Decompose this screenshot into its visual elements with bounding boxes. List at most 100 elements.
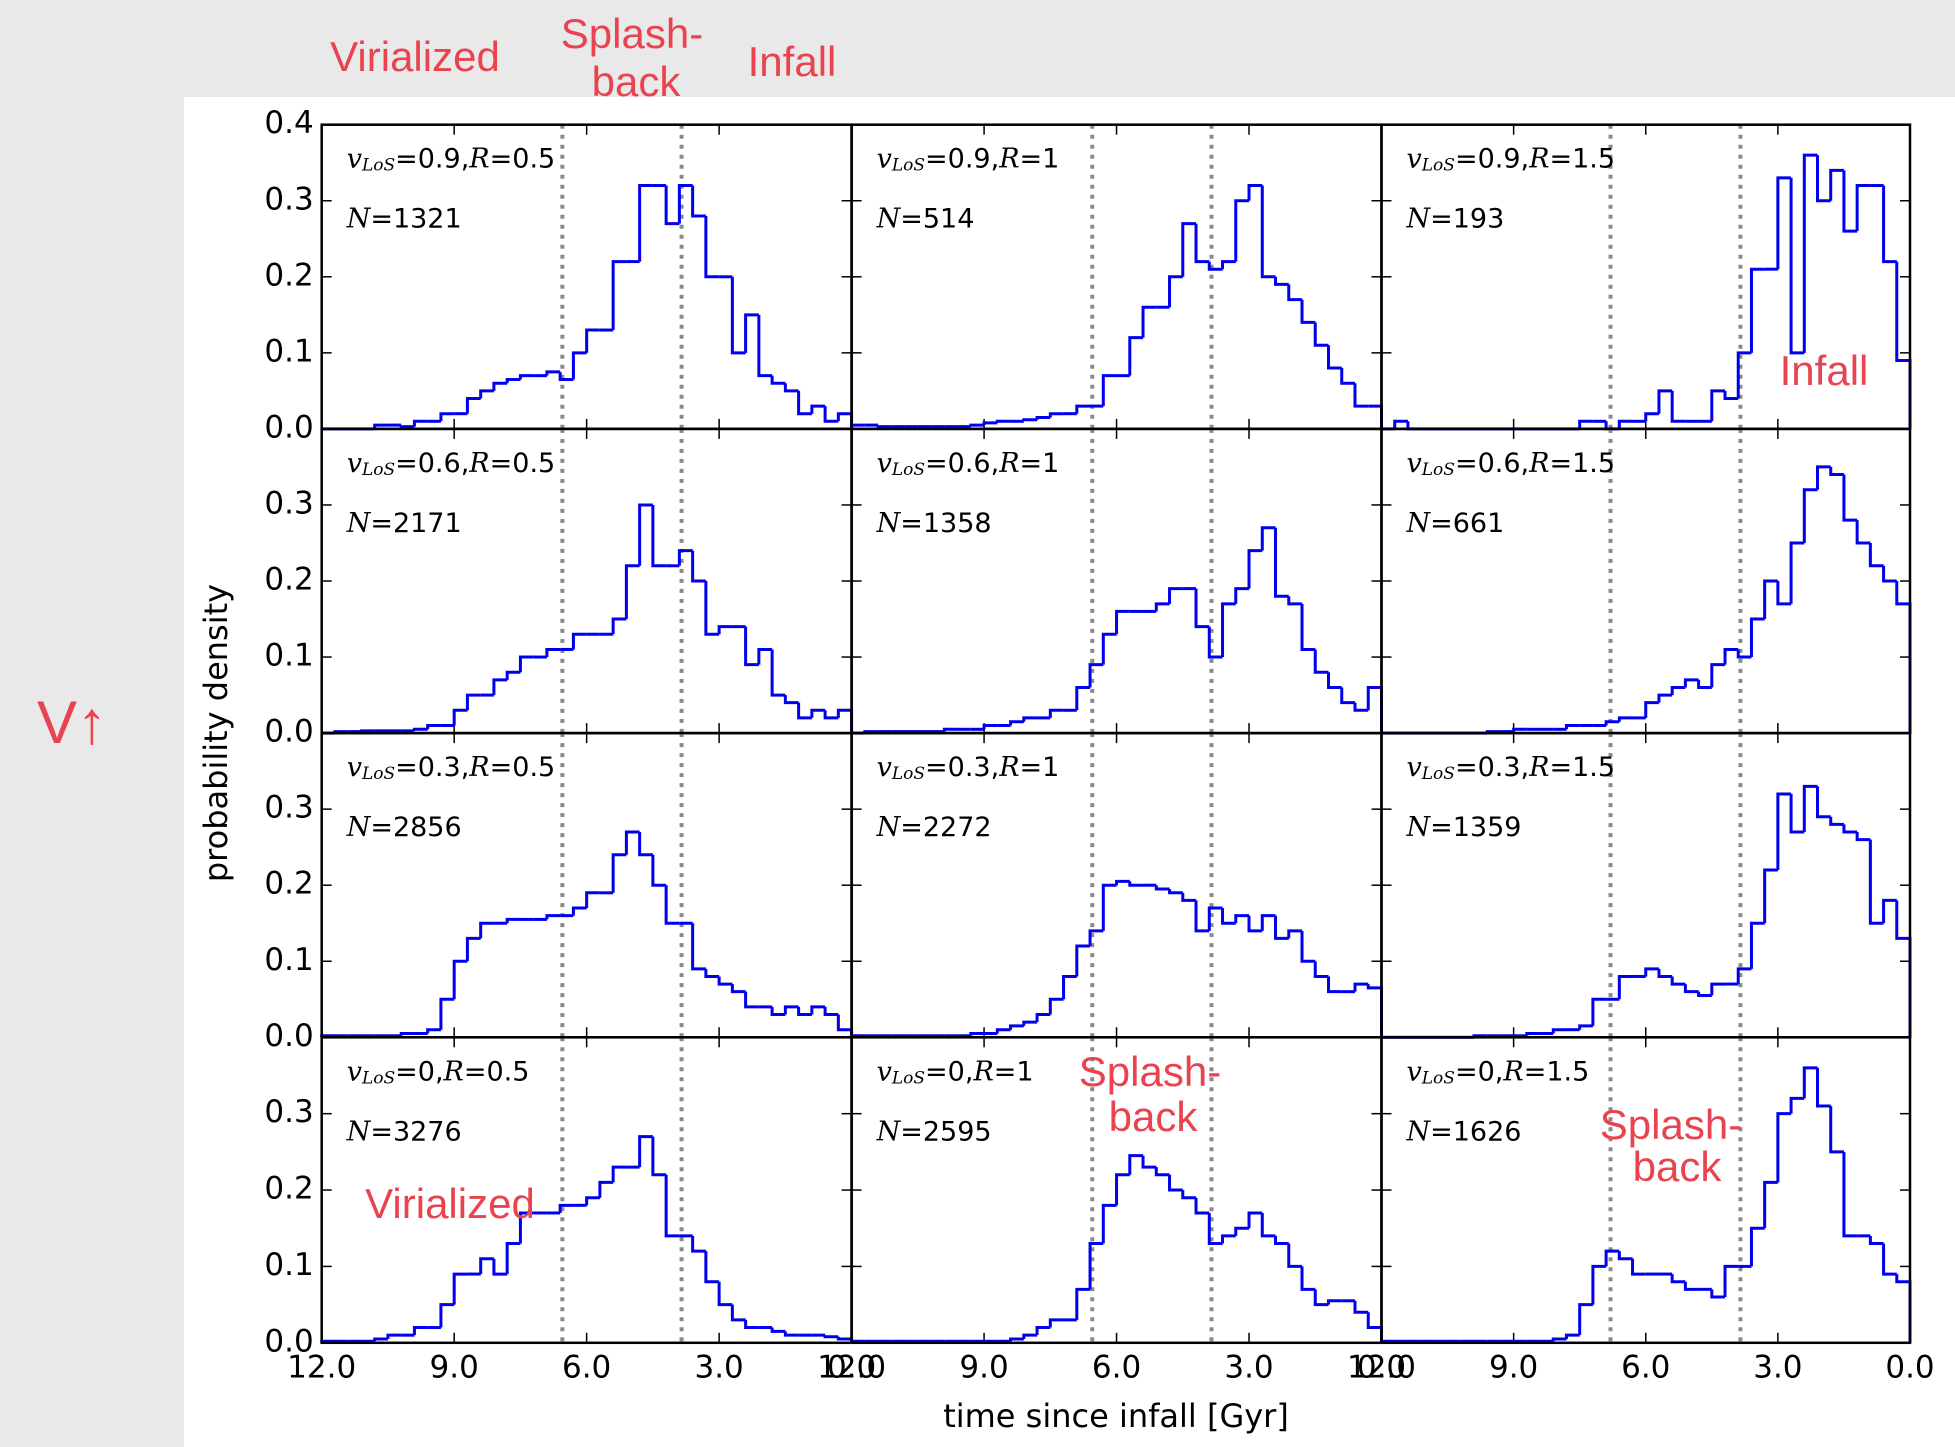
histogram-bar: [465, 936, 481, 962]
label-subscript: LoS: [891, 459, 925, 479]
histogram-bar: [1300, 603, 1316, 651]
panel-label: vLoS=0,R=1: [877, 1056, 1034, 1088]
label-equals: =: [1549, 447, 1572, 478]
histogram-bar: [1048, 997, 1064, 1015]
label-equals: =: [1430, 1116, 1453, 1147]
histogram-bar: [1221, 602, 1236, 658]
histogram-bar: [664, 885, 680, 925]
histogram-bar: [770, 1327, 786, 1333]
y-tick-label: 0.2: [264, 1171, 313, 1207]
y-tick-label: 0.2: [264, 257, 313, 293]
label-equals: =: [900, 507, 923, 538]
label-velocity: 0: [1478, 1056, 1495, 1087]
histogram-bar: [505, 1242, 521, 1275]
label-count: 1358: [923, 507, 992, 538]
histogram-bar: [638, 1135, 653, 1168]
figure-background: [184, 97, 1955, 1447]
histogram-bar: [1855, 831, 1871, 842]
label-velocity: 0.6: [1478, 447, 1521, 478]
histogram-bar: [823, 1335, 839, 1339]
label-equals: =: [370, 812, 393, 843]
histogram-bar: [1644, 967, 1659, 977]
histogram-bar: [638, 831, 653, 857]
histogram-bar: [1075, 404, 1091, 414]
histogram-bar: [1221, 1234, 1236, 1244]
histogram-bar: [1075, 1287, 1091, 1320]
histogram-bar: [1022, 1333, 1038, 1339]
y-axis-label: probability density: [197, 584, 235, 882]
histogram-bar: [452, 1272, 468, 1305]
y-tick-label: 0.3: [264, 1094, 313, 1130]
histogram-bar: [1604, 1249, 1620, 1267]
histogram-bar: [1247, 1211, 1263, 1229]
label-count: 2856: [393, 812, 462, 843]
histogram-bar: [399, 425, 415, 429]
x-tick-label: 3.0: [1224, 1349, 1273, 1385]
label-symbol: N: [346, 507, 372, 538]
panel-label: N=2856: [346, 812, 462, 843]
histogram-bar: [1564, 723, 1580, 730]
histogram-bar: [1088, 1242, 1104, 1290]
histogram-bar: [465, 396, 481, 414]
histogram-bar: [1313, 961, 1329, 978]
histogram-bar: [571, 351, 587, 380]
y-tick-label: 0.3: [264, 485, 313, 521]
histogram-bar: [492, 678, 508, 696]
label-velocity: 0: [948, 1056, 965, 1087]
histogram-bar: [1022, 716, 1038, 722]
label-equals: =: [395, 143, 418, 174]
histogram-bar: [783, 695, 799, 705]
label-subscript: LoS: [891, 1068, 925, 1088]
histogram-bar: [1287, 929, 1303, 939]
label-symbol: v: [877, 143, 892, 174]
label-symbol: v: [1407, 447, 1422, 478]
histogram-bar: [1154, 885, 1170, 891]
histogram-bar: [412, 419, 428, 427]
annotation: Splash-: [1600, 1101, 1742, 1148]
histogram-bar: [1234, 914, 1250, 924]
histogram-bar: [783, 1005, 799, 1015]
label-equals: =: [370, 507, 393, 538]
histogram-bar: [1829, 1106, 1844, 1154]
histogram-bar: [651, 1136, 667, 1177]
label-symbol: v: [877, 752, 892, 783]
label-count: 3276: [393, 1116, 462, 1147]
histogram-bar: [1829, 466, 1844, 477]
y-tick-label: 0.1: [264, 1247, 313, 1283]
histogram-bar: [1749, 267, 1765, 353]
label-symbol: v: [347, 447, 362, 478]
histogram-bar: [1749, 1226, 1765, 1267]
panel-label: vLoS=0.3,R=1.5: [1407, 752, 1616, 784]
panel-label: vLoS=0.6,R=1: [877, 447, 1060, 479]
histogram-bar: [691, 1235, 706, 1253]
histogram-bar: [439, 412, 455, 422]
label-symbol: R: [468, 752, 489, 783]
label-symbol: N: [346, 203, 372, 234]
histogram-bar: [452, 959, 468, 1000]
histogram-bar: [1697, 991, 1712, 997]
histogram-bar: [1101, 1203, 1117, 1244]
histogram-bar: [1776, 792, 1792, 870]
label-symbol: N: [876, 1116, 902, 1147]
label-separator: ,: [965, 1056, 974, 1087]
x-tick-label: 9.0: [959, 1349, 1008, 1385]
histogram-bar: [1194, 1197, 1210, 1215]
annotation: back: [1109, 1093, 1199, 1140]
x-tick-label: 12.0: [1347, 1349, 1416, 1385]
histogram-bar: [1035, 1012, 1051, 1023]
histogram-bar: [1128, 336, 1144, 376]
label-subscript: LoS: [361, 764, 395, 784]
histogram-bar: [744, 313, 759, 353]
histogram-bar: [1088, 929, 1104, 947]
y-tick-label: 0.1: [264, 942, 313, 978]
panel-label: vLoS=0.6,R=1.5: [1407, 447, 1616, 479]
label-equals: =: [900, 812, 923, 843]
histogram-bar: [452, 708, 468, 726]
histogram-bar: [1287, 1243, 1303, 1268]
y-tick-label: 0.3: [264, 181, 313, 217]
label-equals: =: [900, 203, 923, 234]
histogram-bar: [1048, 1318, 1064, 1328]
histogram-bar: [1749, 921, 1765, 969]
histogram-bar: [1327, 345, 1342, 370]
histogram-bar: [1115, 609, 1130, 635]
